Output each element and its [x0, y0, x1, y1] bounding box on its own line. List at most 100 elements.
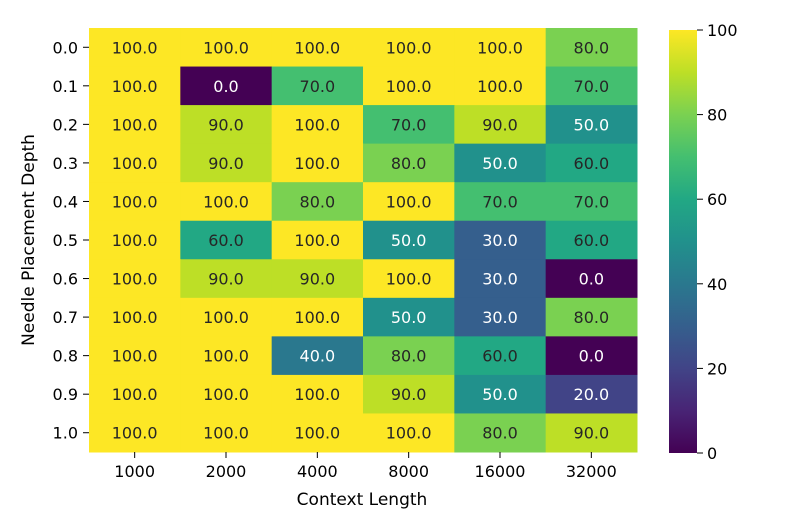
y-tick-label: 0.0	[53, 38, 78, 57]
heatmap-cell	[454, 413, 547, 453]
heatmap-cell	[363, 66, 455, 106]
cell-value-label: 100.0	[386, 38, 432, 57]
heatmap-cell	[545, 336, 638, 376]
cell-value-label: 80.0	[574, 308, 610, 327]
colorbar-tick-label: 20	[707, 359, 727, 378]
heatmap-cell-labels: 100.0 100.0 100.0 100.0 100.0 80.0 100.0 0.0 70.…	[112, 38, 609, 442]
cell-value-label: 70.0	[300, 77, 336, 96]
heatmap-cell	[89, 28, 181, 68]
cell-value-label: 100.0	[112, 77, 158, 96]
heatmap-cell	[271, 105, 364, 145]
y-tick-label: 0.4	[53, 192, 78, 211]
heatmap-cell	[454, 66, 547, 106]
cell-value-label: 80.0	[391, 347, 427, 366]
heatmap-cell	[89, 374, 181, 414]
y-axis: 0.0 0.1 0.2 0.3 0.4 0.5 0.6 0.7 0.8 0.9 1.0	[53, 38, 89, 443]
cell-value-label: 100.0	[294, 424, 340, 443]
cell-value-label: 70.0	[574, 192, 610, 211]
heatmap-cell	[180, 220, 273, 260]
cell-value-label: 30.0	[482, 270, 518, 289]
cell-value-label: 100.0	[203, 308, 249, 327]
heatmap-cell	[271, 28, 364, 68]
heatmap-cell	[454, 28, 547, 68]
heatmap-cell	[89, 336, 181, 376]
heatmap-cell	[180, 66, 273, 106]
heatmap-cell	[271, 259, 364, 299]
y-tick-label: 0.1	[53, 77, 78, 96]
heatmap-cell	[363, 143, 455, 183]
heatmap-cell	[271, 413, 364, 453]
heatmap-cell	[271, 66, 364, 106]
heatmap-cell	[89, 105, 181, 145]
heatmap-cell	[454, 182, 547, 222]
cell-value-label: 100.0	[477, 77, 523, 96]
cell-value-label: 90.0	[391, 385, 427, 404]
cell-value-label: 100.0	[112, 38, 158, 57]
cell-value-label: 100.0	[203, 385, 249, 404]
cell-value-label: 100.0	[112, 308, 158, 327]
heatmap-cell	[89, 66, 181, 106]
x-tick-label: 8000	[388, 462, 429, 481]
heatmap-cell	[545, 105, 638, 145]
heatmap-cell	[545, 259, 638, 299]
cell-value-label: 50.0	[391, 231, 427, 250]
heatmap-cell	[363, 28, 455, 68]
heatmap-cell	[89, 220, 181, 260]
heatmap-cell	[454, 259, 547, 299]
cell-value-label: 30.0	[482, 308, 518, 327]
heatmap-cell	[545, 66, 638, 106]
cell-value-label: 100.0	[112, 115, 158, 134]
heatmap-cell	[545, 297, 638, 337]
colorbar-tick-label: 100	[707, 21, 738, 40]
heatmap-cell	[454, 297, 547, 337]
heatmap-cell	[180, 374, 273, 414]
heatmap-cell	[363, 413, 455, 453]
heatmap-cell	[454, 336, 547, 376]
cell-value-label: 100.0	[112, 192, 158, 211]
heatmap-cell	[180, 28, 273, 68]
y-tick-label: 0.3	[53, 154, 78, 173]
cell-value-label: 100.0	[203, 424, 249, 443]
cell-value-label: 60.0	[574, 231, 610, 250]
heatmap-cell	[180, 182, 273, 222]
heatmap-cell	[89, 259, 181, 299]
heatmap-cell	[545, 374, 638, 414]
cell-value-label: 80.0	[574, 38, 610, 57]
cell-value-label: 50.0	[482, 385, 518, 404]
x-axis-label: Context Length	[297, 490, 428, 510]
cell-value-label: 100.0	[112, 154, 158, 173]
heatmap-cell	[363, 297, 455, 337]
y-tick-label: 0.2	[53, 115, 78, 134]
heatmap-cell	[545, 220, 638, 260]
cell-value-label: 70.0	[482, 192, 518, 211]
cell-value-label: 100.0	[294, 231, 340, 250]
heatmap-cell	[363, 182, 455, 222]
cell-value-label: 90.0	[208, 270, 244, 289]
colorbar-tick-label: 0	[707, 444, 717, 463]
cell-value-label: 100.0	[112, 270, 158, 289]
cell-value-label: 90.0	[482, 115, 518, 134]
colorbar	[669, 30, 697, 453]
cell-value-label: 90.0	[208, 154, 244, 173]
heatmap-cell	[545, 143, 638, 183]
heatmap-cell	[271, 297, 364, 337]
heatmap-cell	[89, 413, 181, 453]
heatmap-cell	[454, 143, 547, 183]
cell-value-label: 100.0	[203, 38, 249, 57]
cell-value-label: 60.0	[574, 154, 610, 173]
heatmap-cell	[180, 259, 273, 299]
x-tick-label: 32000	[566, 462, 617, 481]
heatmap-cell	[180, 297, 273, 337]
heatmap-cell	[180, 143, 273, 183]
cell-value-label: 100.0	[203, 192, 249, 211]
heatmap-cell	[89, 297, 181, 337]
cell-value-label: 70.0	[574, 77, 610, 96]
heatmap-cells	[89, 28, 638, 453]
heatmap-cell	[89, 182, 181, 222]
heatmap-cell	[89, 143, 181, 183]
cell-value-label: 100.0	[386, 192, 432, 211]
cell-value-label: 80.0	[482, 424, 518, 443]
cell-value-label: 100.0	[112, 385, 158, 404]
cell-value-label: 100.0	[112, 231, 158, 250]
cell-value-label: 100.0	[112, 347, 158, 366]
